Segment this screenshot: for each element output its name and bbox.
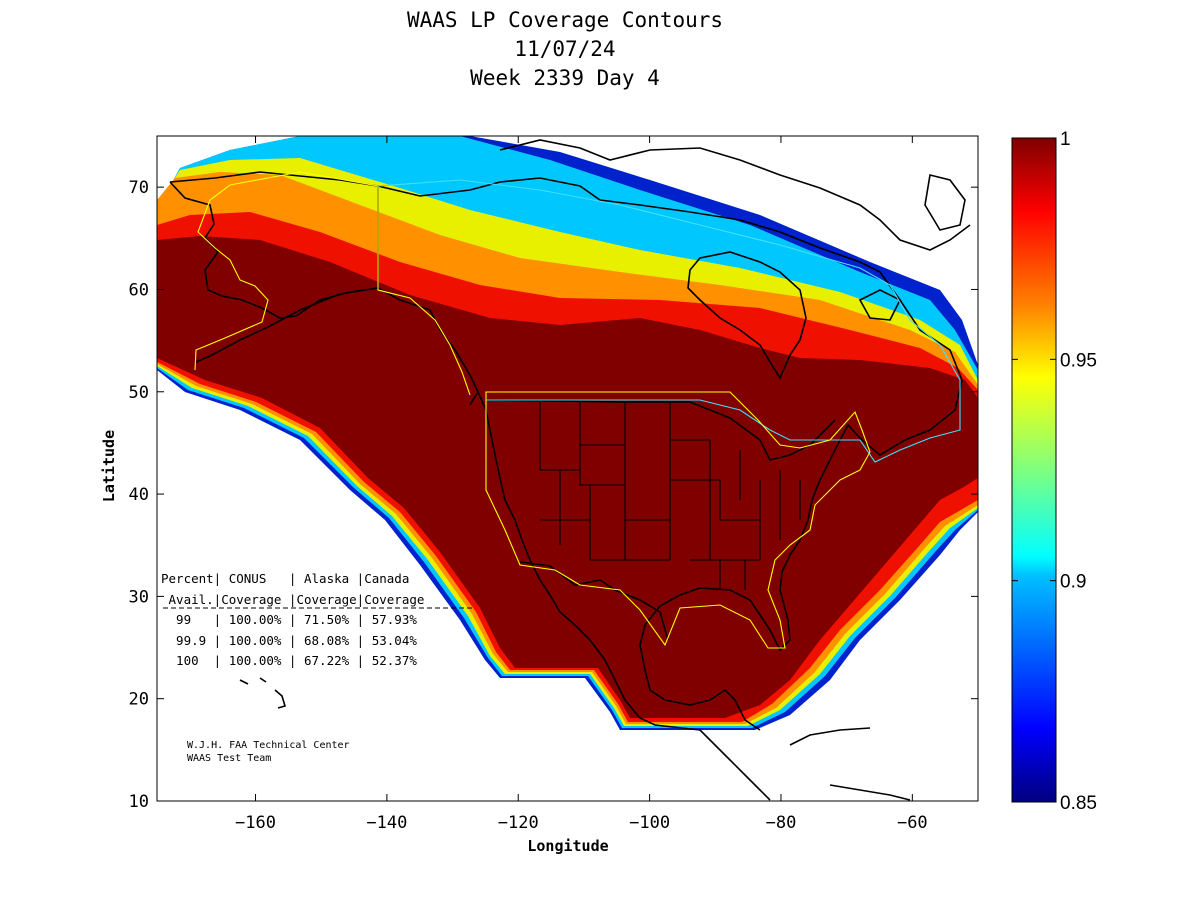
contour-darkred <box>157 236 978 718</box>
x-tick-label: −140 <box>366 813 407 833</box>
colorbar-tick-label: 0.85 <box>1060 793 1097 814</box>
greenland-islands <box>239 174 966 709</box>
chart-week-day: Week 2339 Day 4 <box>470 66 660 90</box>
conus-border-south <box>519 561 669 641</box>
x-tick-label: −60 <box>897 813 928 833</box>
x-tick-label: −100 <box>629 813 670 833</box>
table-row-99: 99 | 100.00% | 71.50% | 57.93% <box>161 612 417 627</box>
west-coast-outline <box>477 391 701 731</box>
alaska-service-boundary <box>194 171 471 396</box>
chart-title-block: WAAS LP Coverage Contours 11/07/24 Week … <box>0 6 1130 93</box>
x-tick-label: −120 <box>498 813 539 833</box>
hudson-bay-outline <box>687 251 807 380</box>
coverage-table: Percent| CONUS | Alaska |Canada Avail.|C… <box>161 571 475 668</box>
coverage-field <box>157 136 978 730</box>
chart-title: WAAS LP Coverage Contours <box>406 8 724 32</box>
conus-border-north <box>485 399 836 461</box>
y-tick-label: 70 <box>129 178 149 198</box>
y-axis-label: Latitude <box>100 430 118 502</box>
y-tick-label: 40 <box>129 485 149 505</box>
y-axis-ticks: 10 20 30 40 50 60 70 <box>129 178 978 812</box>
credit-line-1: W.J.H. FAA Technical Center <box>187 740 350 751</box>
table-header-1: Percent| CONUS | Alaska |Canada <box>161 571 409 586</box>
y-tick-label: 50 <box>129 383 149 403</box>
north-coast-outline <box>377 139 971 273</box>
x-tick-label: −80 <box>766 813 797 833</box>
x-axis-label: Longitude <box>527 837 608 855</box>
chart-date: 11/07/24 <box>514 37 616 61</box>
credit-line-2: WAAS Test Team <box>187 753 271 764</box>
colorbar-tick-label: 1 <box>1060 129 1071 150</box>
central-america-outline <box>699 727 911 801</box>
colorbar-tick-label: 0.9 <box>1060 572 1086 593</box>
y-tick-label: 20 <box>129 690 149 710</box>
canada-service-boundary <box>377 179 961 463</box>
colorbar-tick-label: 0.95 <box>1060 350 1097 371</box>
plot-frame <box>156 135 979 802</box>
table-row-99-9: 99.9 | 100.00% | 68.08% | 53.04% <box>161 633 417 648</box>
x-tick-label: −160 <box>235 813 276 833</box>
table-row-100: 100 | 100.00% | 67.22% | 52.37% <box>161 653 417 668</box>
y-tick-label: 30 <box>129 587 149 607</box>
y-tick-label: 10 <box>129 792 149 812</box>
service-boundaries <box>194 171 961 649</box>
state-lines <box>539 402 801 590</box>
east-coast-outline <box>639 271 963 731</box>
x-axis-ticks: −160 −140 −120 −100 −80 −60 <box>235 136 928 833</box>
colorbar: 0.85 0.9 0.95 1 <box>1011 129 1097 814</box>
conus-service-boundary <box>485 391 871 649</box>
y-tick-label: 60 <box>129 280 149 300</box>
alaska-outline <box>169 171 479 406</box>
table-header-2: Avail.|Coverage |Coverage|Coverage <box>161 592 424 607</box>
colorbar-ticks: 0.85 0.9 0.95 1 <box>1012 129 1097 814</box>
land-outlines <box>169 139 971 801</box>
colorbar-gradient <box>1011 137 1057 803</box>
